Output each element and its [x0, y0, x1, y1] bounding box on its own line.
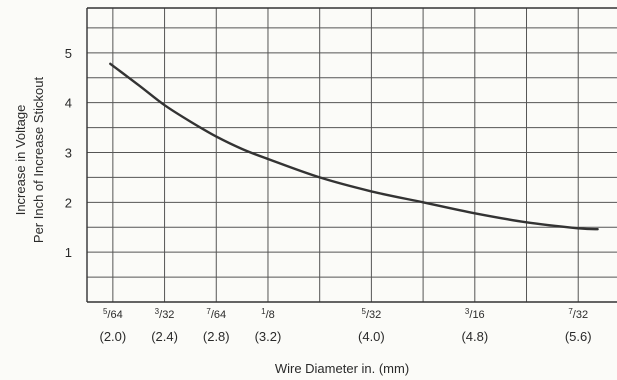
fraction-numerator: 7: [206, 307, 211, 316]
fraction-denominator: 32: [162, 309, 174, 321]
y-tick-label: 3: [65, 146, 72, 161]
fraction-denominator: 32: [576, 309, 588, 321]
x-tick-fraction: 7/64: [206, 307, 226, 321]
fraction-slash: /: [211, 309, 215, 321]
fraction-numerator: 5: [362, 307, 367, 316]
y-tick-label: 2: [65, 195, 72, 210]
fraction-slash: /: [266, 309, 270, 321]
x-tick: 7/64 (2.8): [203, 307, 230, 344]
fraction-denominator: 64: [110, 309, 122, 321]
x-tick: 3/32 (2.4): [151, 307, 178, 344]
series: [109, 62, 599, 231]
fraction-slash: /: [573, 309, 577, 321]
series-line: [109, 62, 599, 231]
fraction-denominator: 64: [214, 309, 226, 321]
x-tick-fraction: 3/32: [155, 307, 175, 321]
y-axis-label-line-2: Per Inch of Increase Stickout: [31, 77, 46, 244]
x-tick: 7/32 (5.6): [565, 307, 592, 344]
x-axis-label: Wire Diameter in. (mm): [275, 361, 409, 376]
fraction-numerator: 5: [103, 307, 108, 316]
grid: [87, 8, 617, 302]
x-tick: 3/16 (4.8): [461, 307, 488, 344]
fraction-slash: /: [469, 309, 473, 321]
fraction-denominator: 8: [269, 309, 275, 321]
x-tick: 1/8 (3.2): [255, 307, 282, 344]
x-tick-mm: (5.6): [565, 329, 592, 344]
fraction-slash: /: [366, 309, 370, 321]
fraction-denominator: 32: [369, 309, 381, 321]
y-tick-label: 4: [65, 96, 72, 111]
x-tick-mm: (2.0): [99, 329, 126, 344]
fraction-slash: /: [107, 309, 111, 321]
x-tick-fraction: 7/32: [568, 307, 588, 321]
x-tick-fraction: 1/8: [261, 307, 275, 321]
x-tick: 5/64 (2.0): [99, 307, 126, 344]
fraction-numerator: 7: [568, 307, 573, 316]
fraction-numerator: 3: [465, 307, 470, 316]
fraction-numerator: 1: [261, 307, 266, 316]
y-axis-label-line-1: Increase in Voltage: [13, 105, 28, 216]
x-tick-fraction: 5/64: [103, 307, 123, 321]
x-tick-mm: (2.4): [151, 329, 178, 344]
x-tick-mm: (4.8): [461, 329, 488, 344]
fraction-denominator: 16: [472, 309, 484, 321]
y-axis-ticks: 1 2 3 4 5: [65, 46, 72, 260]
x-axis-ticks: 5/64(2.0)3/32(2.4)7/64(2.8)1/8(3.2)5/32(…: [99, 307, 591, 344]
y-tick-label: 1: [65, 245, 72, 260]
fraction-numerator: 3: [155, 307, 160, 316]
x-tick-fraction: 3/16: [465, 307, 485, 321]
x-tick: 5/32 (4.0): [358, 307, 385, 344]
x-tick-fraction: 5/32: [362, 307, 382, 321]
x-tick-mm: (2.8): [203, 329, 230, 344]
plot-frame: [86, 7, 617, 303]
y-tick-label: 5: [65, 46, 72, 61]
x-tick-mm: (4.0): [358, 329, 385, 344]
y-axis-label: Increase in Voltage Per Inch of Increase…: [13, 77, 46, 244]
fraction-slash: /: [159, 309, 163, 321]
x-tick-mm: (3.2): [255, 329, 282, 344]
